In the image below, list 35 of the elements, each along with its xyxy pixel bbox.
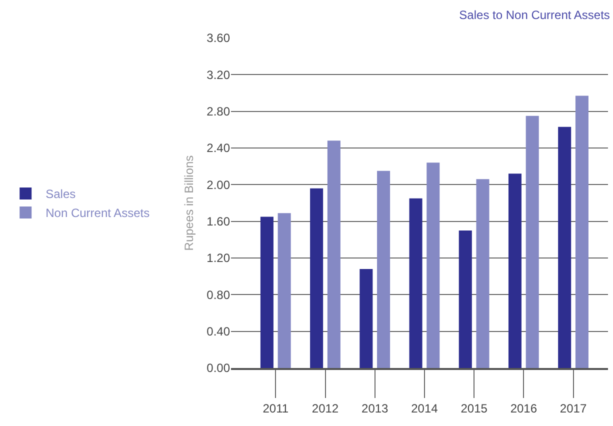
legend-label: Non Current Assets <box>46 206 150 220</box>
x-tick-label: 2016 <box>510 401 538 416</box>
bar <box>327 140 340 368</box>
bar <box>476 179 490 368</box>
y-tick-label: 1.60 <box>206 214 230 229</box>
y-tick-label: 2.80 <box>206 104 230 119</box>
x-tick-label: 2011 <box>262 401 289 416</box>
x-tick-label: 2013 <box>362 401 389 416</box>
bar <box>360 269 373 368</box>
y-tick-label: 3.60 <box>206 31 230 46</box>
bar <box>260 216 274 368</box>
x-tick-label: 2017 <box>560 401 587 416</box>
bar <box>508 174 522 368</box>
x-tick-label: 2014 <box>411 401 438 416</box>
bar <box>377 170 390 368</box>
y-tick-label: 1.20 <box>206 251 230 266</box>
bar <box>526 116 539 368</box>
legend-label: Sales <box>46 187 76 202</box>
x-tick-label: 2015 <box>460 401 488 416</box>
bar <box>409 198 422 368</box>
bar <box>426 162 440 368</box>
y-tick-label: 2.40 <box>206 141 230 156</box>
bar <box>310 188 324 368</box>
x-tick-label: 2012 <box>312 401 339 416</box>
y-tick-label: 2.00 <box>206 178 230 192</box>
bar <box>458 230 472 368</box>
y-tick-label: 3.20 <box>206 68 230 82</box>
y-tick-label: 0.80 <box>206 288 230 302</box>
bar <box>575 96 588 368</box>
y-tick-label: 0.40 <box>206 324 230 339</box>
y-tick-label: 0.00 <box>206 361 230 376</box>
bar <box>278 213 291 368</box>
chart-title: Sales to Non Current Assets <box>459 8 610 22</box>
bar <box>558 126 572 368</box>
y-axis-title: Rupees in Billions <box>182 155 196 251</box>
